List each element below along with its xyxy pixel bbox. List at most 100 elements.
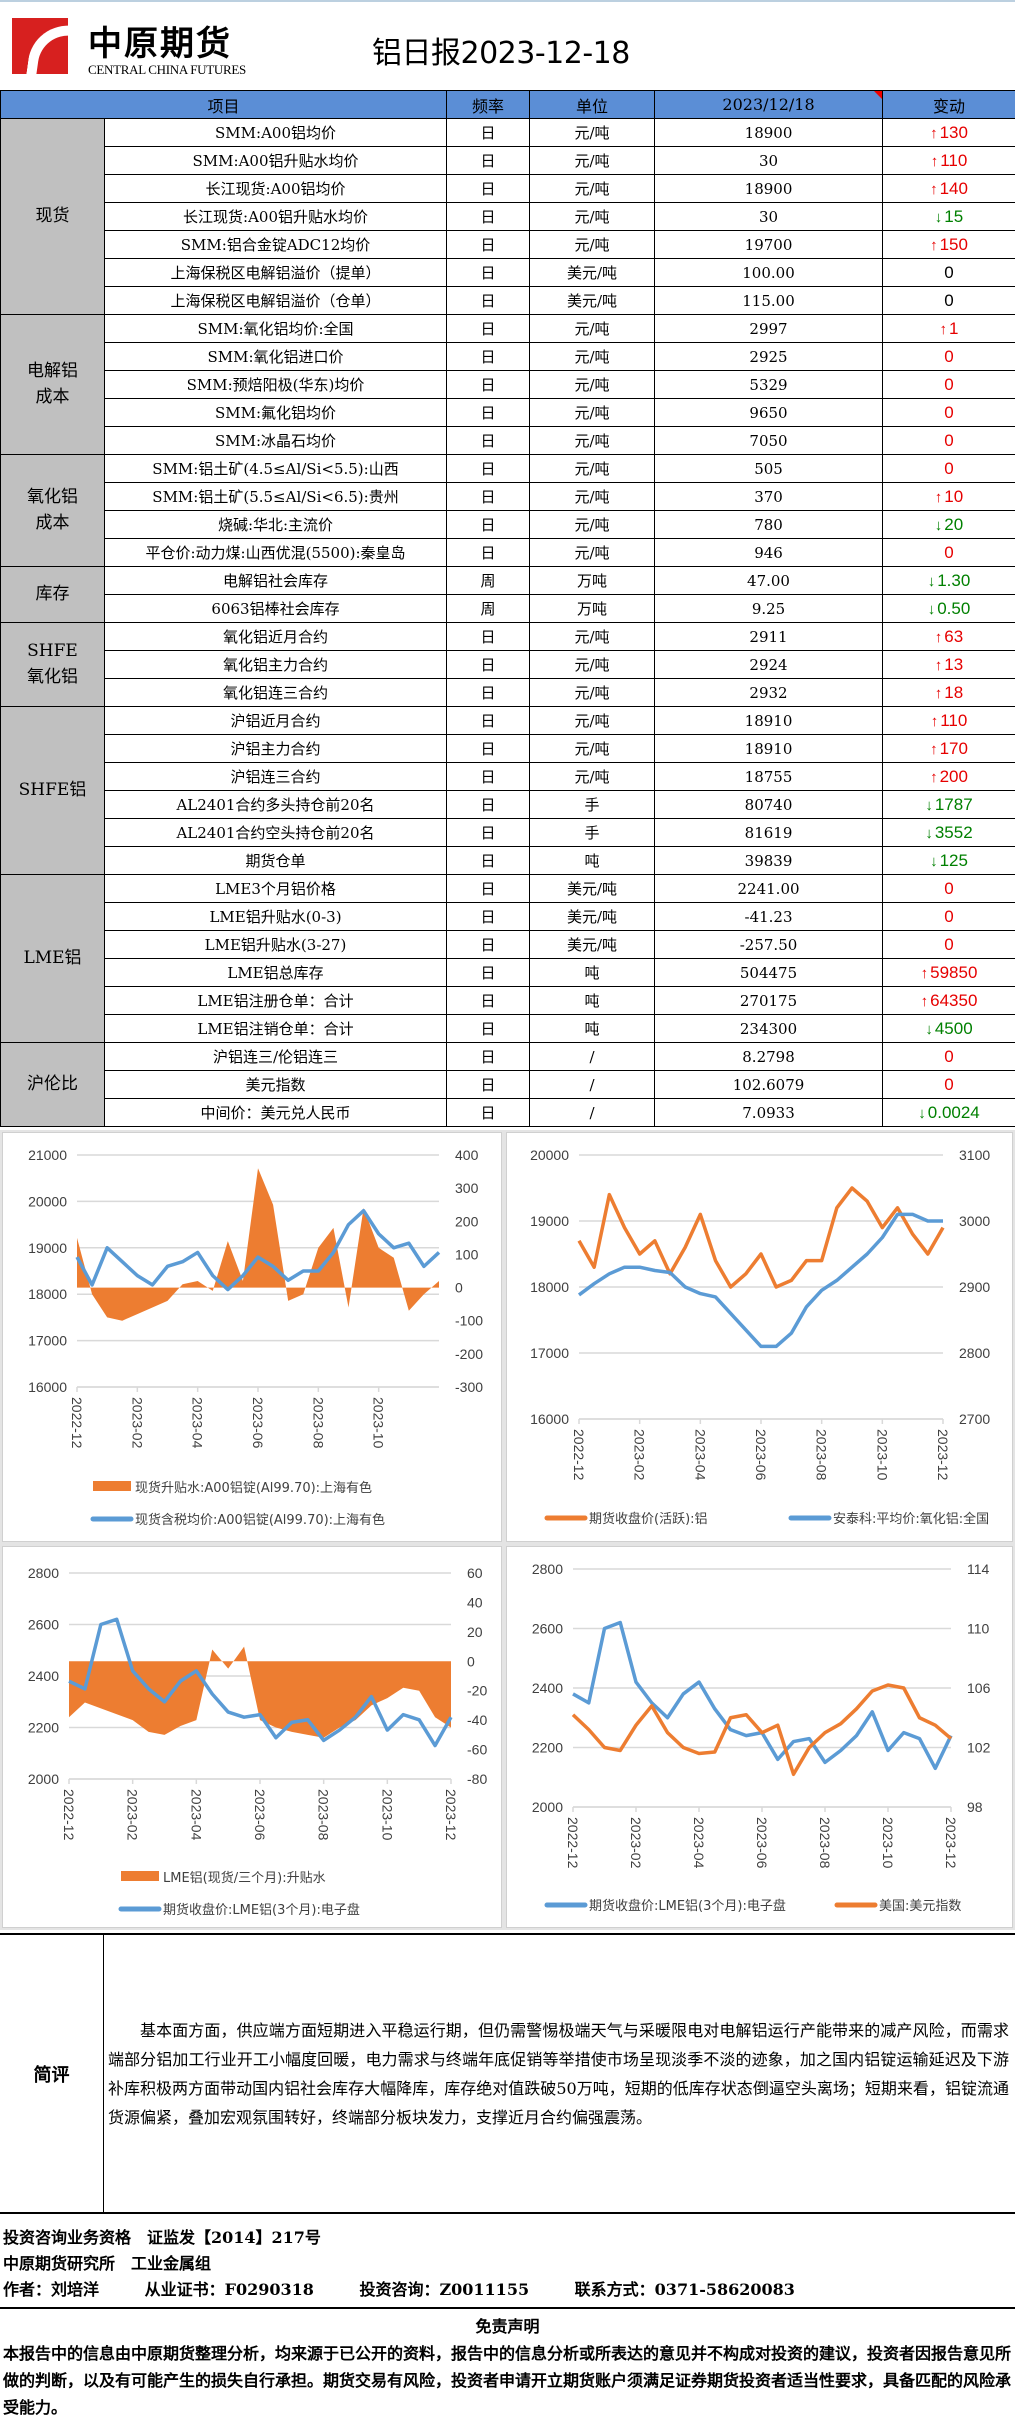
value-cell: 5329 bbox=[654, 370, 884, 399]
review-section: 简评 基本面方面，供应端方面短期进入平稳运行期，但仍需警惕极端天气与采暖限电对电… bbox=[0, 1933, 1015, 2214]
table-row: SMM:预焙阳极(华东)均价日元/吨 5329 0 bbox=[1, 370, 1015, 399]
y-right-tick-label: -40 bbox=[467, 1712, 487, 1728]
frequency-cell: 周 bbox=[446, 566, 531, 595]
change-cell: 0 bbox=[882, 930, 1015, 959]
x-tick-label: 2023-12 bbox=[943, 1817, 959, 1869]
table-row: LME铝升贴水(0-3) 日美元/吨 -41.23 0 bbox=[1, 902, 1015, 931]
report-header: 中原期货 CENTRAL CHINA FUTURES 铝日报2023-12-18 bbox=[0, 0, 1015, 88]
change-cell: 0 bbox=[882, 426, 1015, 455]
category-cell: LME铝 bbox=[0, 874, 105, 1043]
change-value: 0 bbox=[944, 290, 954, 310]
table-row: 现货 SMM:A00铝均价日元/吨 18900 ↑ 130 bbox=[0, 118, 1015, 315]
change-cell: 0 bbox=[882, 1070, 1015, 1099]
category-cell: 库存 bbox=[0, 566, 105, 623]
unit-cell: 吨 bbox=[529, 1014, 656, 1043]
change-cell: 0 bbox=[882, 538, 1015, 567]
frequency-cell: 日 bbox=[446, 258, 531, 287]
change-cell: ↑ 130 bbox=[882, 118, 1015, 147]
value-cell: 18910 bbox=[654, 706, 884, 735]
frequency-cell: 日 bbox=[446, 734, 531, 763]
company-logo: 中原期货 CENTRAL CHINA FUTURES bbox=[10, 16, 270, 80]
unit-cell: 万吨 bbox=[529, 566, 656, 595]
change-cell: 0 bbox=[882, 1042, 1015, 1071]
value-cell: 2924 bbox=[654, 650, 884, 679]
unit-cell: 元/吨 bbox=[529, 202, 656, 231]
change-cell: 0 bbox=[882, 370, 1015, 399]
x-tick-label: 2022-12 bbox=[69, 1397, 85, 1449]
arrow-up-icon: ↑ bbox=[930, 768, 938, 786]
unit-cell: 元/吨 bbox=[529, 678, 656, 707]
y-left-tick-label: 20000 bbox=[530, 1147, 569, 1163]
change-cell: ↑ 200 bbox=[882, 762, 1015, 791]
unit-cell: 元/吨 bbox=[529, 118, 656, 147]
item-cell: 期货仓单 bbox=[103, 846, 448, 875]
change-value: 0 bbox=[944, 1074, 954, 1094]
category-cell: SHFE 氧化铝 bbox=[0, 622, 105, 707]
value-cell: 2997 bbox=[654, 314, 884, 343]
arrow-up-icon: ↑ bbox=[934, 488, 943, 506]
x-tick-label: 2023-02 bbox=[129, 1397, 145, 1449]
item-cell: 氧化铝主力合约 bbox=[103, 650, 448, 679]
change-value: 0 bbox=[944, 542, 954, 562]
change-cell: ↓ 0.50 bbox=[882, 594, 1015, 623]
change-value: 0 bbox=[944, 906, 954, 926]
chart-futures-alumina: 16000 17000 18000 19000 20000 2700 2800 2900 300… bbox=[506, 1132, 1013, 1542]
frequency-cell: 日 bbox=[446, 146, 531, 175]
change-value: 15 bbox=[944, 206, 964, 226]
value-cell: 270175 bbox=[654, 986, 884, 1015]
value-cell: 18900 bbox=[654, 118, 884, 147]
frequency-cell: 日 bbox=[446, 650, 531, 679]
unit-cell: 美元/吨 bbox=[529, 930, 656, 959]
change-cell: ↓ 1787 bbox=[882, 790, 1015, 819]
change-cell: 0 bbox=[882, 874, 1015, 903]
change-value: 0 bbox=[944, 402, 954, 422]
unit-cell: 元/吨 bbox=[529, 622, 656, 651]
unit-cell: 元/吨 bbox=[529, 650, 656, 679]
item-cell: 长江现货:A00铝升贴水均价 bbox=[103, 202, 448, 231]
value-cell: -257.50 bbox=[654, 930, 884, 959]
table-row: LME铝总库存日吨 504475 ↑ 59850 bbox=[1, 958, 1015, 987]
y-right-tick-label: 100 bbox=[455, 1246, 479, 1262]
arrow-up-icon: ↑ bbox=[930, 180, 938, 198]
area-series bbox=[77, 1168, 439, 1321]
x-tick-label: 2022-12 bbox=[565, 1817, 581, 1869]
value-cell: 30 bbox=[654, 202, 884, 231]
change-value: 63 bbox=[944, 626, 964, 646]
value-cell: 9.25 bbox=[654, 594, 884, 623]
line-series bbox=[572, 1620, 953, 1771]
arrow-up-icon: ↑ bbox=[934, 684, 943, 702]
item-cell: SMM:A00铝升贴水均价 bbox=[103, 146, 448, 175]
unit-cell: 元/吨 bbox=[529, 146, 656, 175]
change-value: 0.50 bbox=[937, 598, 971, 618]
change-cell: ↑ 170 bbox=[882, 734, 1015, 763]
unit-cell: 元/吨 bbox=[529, 398, 656, 427]
author-line: 作者：刘培洋 从业证书：F0290318 投资咨询：Z0011155 联系方式：… bbox=[3, 2277, 1012, 2303]
arrow-down-icon: ↓ bbox=[930, 852, 938, 870]
change-value: 0 bbox=[944, 878, 954, 898]
item-cell: 沪铝近月合约 bbox=[103, 706, 448, 735]
x-tick-label: 2023-10 bbox=[880, 1817, 896, 1869]
arrow-down-icon: ↓ bbox=[925, 796, 933, 814]
change-value: 170 bbox=[939, 738, 968, 758]
item-cell: 烧碱:华北:主流价 bbox=[103, 510, 448, 539]
change-value: 0 bbox=[944, 458, 954, 478]
y-left-tick-label: 18000 bbox=[28, 1286, 67, 1302]
change-value: 1 bbox=[949, 318, 959, 338]
legend-label: 安泰科:平均价:氧化铝:全国 bbox=[833, 1511, 989, 1527]
arrow-up-icon: ↑ bbox=[934, 656, 943, 674]
value-cell: 780 bbox=[654, 510, 884, 539]
change-value: 130 bbox=[939, 122, 968, 142]
legend-label: 美国:美元指数 bbox=[879, 1899, 961, 1914]
y-left-tick-label: 16000 bbox=[28, 1379, 67, 1395]
item-cell: LME铝注销仓单：合计 bbox=[103, 1014, 448, 1043]
unit-cell: 元/吨 bbox=[529, 510, 656, 539]
value-cell: 505 bbox=[654, 454, 884, 483]
frequency-cell: 日 bbox=[446, 986, 531, 1015]
change-cell: ↑ 140 bbox=[882, 174, 1015, 203]
value-cell: 234300 bbox=[654, 1014, 884, 1043]
y-left-tick-label: 2000 bbox=[28, 1771, 59, 1787]
change-cell: ↓ 1.30 bbox=[882, 566, 1015, 595]
value-cell: 8.2798 bbox=[654, 1042, 884, 1071]
legend-label: 期货收盘价:LME铝(3个月):电子盘 bbox=[163, 1902, 360, 1918]
y-left-tick-label: 2000 bbox=[532, 1799, 563, 1815]
